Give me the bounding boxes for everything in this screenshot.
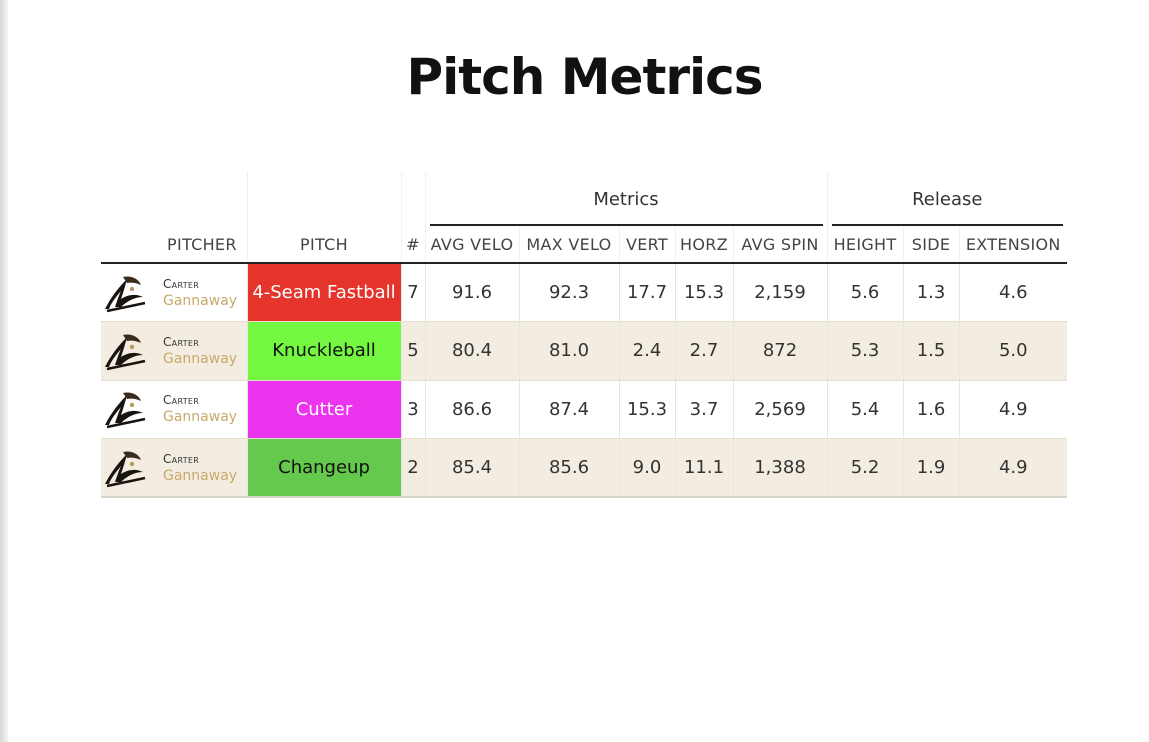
pitch-type-cell: Knuckleball [246, 321, 401, 381]
pitcher-last-name: Gannaway [163, 350, 238, 367]
side-cell: 1.3 [902, 263, 960, 322]
pitch-type-cell: Cutter [246, 380, 401, 439]
vert-cell: 17.7 [618, 263, 675, 322]
side-cell: 1.6 [902, 380, 960, 439]
col-header-max-velo[interactable]: MAX VELO [518, 226, 619, 264]
vert-cell: 15.3 [618, 380, 675, 439]
pitcher-name-cell: Carter Gannaway [163, 380, 247, 439]
table-row[interactable]: Carter Gannaway Knuckleball 5 80.4 81.0 … [101, 321, 1068, 381]
avg-spin-cell: 1,388 [732, 438, 828, 498]
page-title: Pitch Metrics [406, 48, 763, 106]
col-header-horz[interactable]: HORZ [674, 226, 733, 264]
horz-cell: 15.3 [674, 263, 733, 322]
col-header-extension[interactable]: EXTENSION [958, 226, 1068, 264]
pitch-type-cell: Changeup [246, 438, 401, 498]
max-velo-cell: 92.3 [518, 263, 619, 322]
team-logo-cell [101, 438, 163, 498]
pitcher-first-name: Carter [163, 451, 200, 466]
pitch-count-cell: 2 [400, 438, 425, 498]
col-header-pitcher[interactable]: PITCHER [163, 226, 247, 264]
team-logo-cell [101, 263, 163, 322]
pitch-type-cell: 4-Seam Fastball [246, 263, 401, 322]
pitcher-last-name: Gannaway [163, 467, 238, 484]
side-cell: 1.9 [902, 438, 960, 498]
pitcher-name-cell: Carter Gannaway [163, 438, 247, 498]
table-row[interactable]: Carter Gannaway Changeup 2 85.4 85.6 9.0… [101, 438, 1068, 498]
table-row[interactable]: Carter Gannaway 4-Seam Fastball 7 91.6 9… [101, 263, 1068, 322]
group-underline-release [831, 224, 1064, 226]
avg-spin-cell: 2,569 [732, 380, 828, 439]
height-cell: 5.6 [826, 263, 904, 322]
height-cell: 5.3 [826, 321, 904, 381]
extension-cell: 4.6 [958, 263, 1068, 322]
extension-cell: 4.9 [958, 438, 1068, 498]
page-left-edge [0, 0, 8, 742]
col-header-pitch[interactable]: PITCH [246, 226, 401, 264]
team-logo-cell [101, 380, 163, 439]
pitcher-last-name: Gannaway [163, 409, 238, 426]
col-header-side[interactable]: SIDE [902, 226, 960, 264]
vert-cell: 9.0 [618, 438, 675, 498]
pitcher-name-cell: Carter Gannaway [163, 263, 247, 322]
team-logo-icon [105, 450, 146, 487]
group-header-release: Release [826, 172, 1068, 226]
avg-velo-cell: 91.6 [424, 263, 519, 322]
group-spacer [101, 172, 163, 226]
pitch-count-cell: 7 [400, 263, 425, 322]
pitch-count-cell: 5 [400, 321, 425, 381]
team-logo-cell [101, 321, 163, 381]
table-row[interactable]: Carter Gannaway Cutter 3 86.6 87.4 15.3 … [101, 380, 1068, 439]
horz-cell: 3.7 [674, 380, 733, 439]
avg-spin-cell: 872 [732, 321, 828, 381]
column-header-row: PITCHER PITCH # AVG VELO MAX VELO VERT H… [101, 226, 1068, 264]
col-header-avg-spin[interactable]: AVG SPIN [732, 226, 828, 264]
pitch-metrics-table: Metrics Release PITCHER PITCH # AVG VELO… [101, 172, 1068, 498]
pitcher-last-name: Gannaway [163, 292, 238, 309]
pitcher-first-name: Carter [163, 276, 200, 291]
pitcher-first-name: Carter [163, 393, 200, 408]
horz-cell: 2.7 [674, 321, 733, 381]
max-velo-cell: 87.4 [518, 380, 619, 439]
col-header-logo [101, 226, 163, 264]
group-spacer [400, 172, 425, 226]
max-velo-cell: 81.0 [518, 321, 619, 381]
pitcher-name-cell: Carter Gannaway [163, 321, 247, 381]
table-body: Carter Gannaway 4-Seam Fastball 7 91.6 9… [101, 263, 1068, 498]
col-header-height[interactable]: HEIGHT [826, 226, 904, 264]
avg-velo-cell: 86.6 [424, 380, 519, 439]
avg-velo-cell: 80.4 [424, 321, 519, 381]
team-logo-icon [105, 275, 146, 312]
max-velo-cell: 85.6 [518, 438, 619, 498]
height-cell: 5.2 [826, 438, 904, 498]
group-spacer [163, 172, 247, 226]
vert-cell: 2.4 [618, 321, 675, 381]
pitch-count-cell: 3 [400, 380, 425, 439]
group-spacer [246, 172, 401, 226]
team-logo-icon [105, 334, 146, 370]
group-header-metrics: Metrics [424, 172, 828, 226]
height-cell: 5.4 [826, 380, 904, 439]
group-underline-metrics [429, 224, 823, 226]
team-logo-icon [105, 392, 146, 429]
group-label-metrics: Metrics [593, 189, 659, 210]
group-header-row: Metrics Release [101, 172, 1068, 226]
col-header-count[interactable]: # [400, 226, 425, 264]
avg-velo-cell: 85.4 [424, 438, 519, 498]
avg-spin-cell: 2,159 [732, 263, 828, 322]
col-header-avg-velo[interactable]: AVG VELO [424, 226, 519, 264]
side-cell: 1.5 [902, 321, 960, 381]
extension-cell: 5.0 [958, 321, 1068, 381]
pitcher-first-name: Carter [163, 334, 200, 349]
horz-cell: 11.1 [674, 438, 733, 498]
group-label-release: Release [912, 189, 983, 210]
col-header-vert[interactable]: VERT [618, 226, 675, 264]
extension-cell: 4.9 [958, 380, 1068, 439]
